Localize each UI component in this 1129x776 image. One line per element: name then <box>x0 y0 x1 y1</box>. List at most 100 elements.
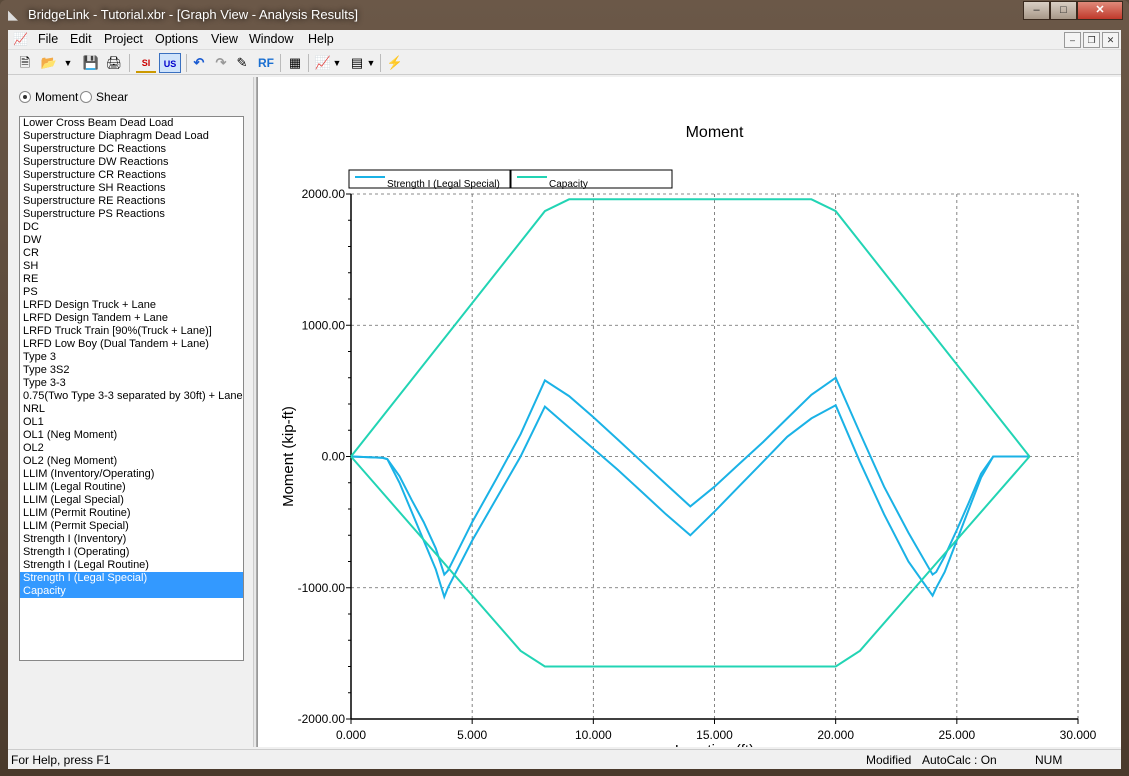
y-tick-label: 1000.00 <box>302 318 346 332</box>
mdi-close-button[interactable]: ✕ <box>1102 32 1119 48</box>
window-controls: – □ ✕ <box>1023 1 1123 20</box>
load-case-item[interactable]: Superstructure DW Reactions <box>23 156 169 168</box>
lightning-icon[interactable]: ⚡ <box>386 55 404 70</box>
load-case-item[interactable]: Superstructure DC Reactions <box>23 143 167 155</box>
save-icon[interactable]: 💾 <box>82 55 100 70</box>
menu-window[interactable]: Window <box>249 32 294 46</box>
load-case-item[interactable]: LLIM (Permit Special) <box>23 520 129 532</box>
series-line-0 <box>350 376 1030 577</box>
edit-brush-icon[interactable]: ✎ <box>236 55 248 70</box>
moment-radio[interactable]: Moment <box>19 90 78 104</box>
menu-file[interactable]: File <box>38 32 59 46</box>
maximize-button[interactable]: □ <box>1050 1 1077 20</box>
legend-label: Capacity <box>549 179 588 190</box>
x-tick-label: 30.000 <box>1060 728 1097 742</box>
menu-options[interactable]: Options <box>155 32 199 46</box>
mdi-restore-button[interactable]: ❐ <box>1083 32 1100 48</box>
x-tick-label: 0.000 <box>336 728 366 742</box>
y-tick-label: 2000.00 <box>302 187 346 201</box>
menu-help[interactable]: Help <box>308 32 334 46</box>
load-case-item[interactable]: LRFD Low Boy (Dual Tandem + Lane) <box>23 338 209 350</box>
load-case-item[interactable]: RE <box>23 273 39 285</box>
load-case-item[interactable]: Type 3 <box>23 351 57 363</box>
legend-label: Strength I (Legal Special) <box>387 179 500 190</box>
load-case-item[interactable]: Type 3S2 <box>23 364 70 376</box>
graph-icon[interactable]: 📈 <box>314 55 332 70</box>
bridge-icon[interactable]: ▦ <box>288 55 302 70</box>
load-case-item[interactable]: PS <box>23 286 38 298</box>
rating-factor-button[interactable]: RF <box>258 56 274 70</box>
mdi-minimize-button[interactable]: – <box>1064 32 1081 48</box>
title-bar[interactable]: ◣ BridgeLink - Tutorial.xbr - [Graph Vie… <box>0 0 1129 30</box>
si-units-button[interactable]: SI <box>136 53 156 73</box>
legend-box <box>348 169 511 189</box>
moment-radio-dot[interactable] <box>19 91 31 103</box>
y-tick-label: -1000.00 <box>298 581 346 595</box>
load-case-item[interactable]: LRFD Design Truck + Lane <box>23 299 156 311</box>
load-case-item[interactable]: LRFD Design Tandem + Lane <box>23 312 169 324</box>
splitter[interactable] <box>253 77 257 747</box>
shear-radio-dot[interactable] <box>80 91 92 103</box>
menu-project[interactable]: Project <box>104 32 143 46</box>
document-icon[interactable]: 📈 <box>13 32 28 46</box>
graph-dropdown-icon[interactable]: ▼ <box>332 58 342 68</box>
report-icon[interactable]: ▤ <box>350 55 364 70</box>
load-case-item[interactable]: Strength I (Legal Special) <box>20 572 243 585</box>
load-case-item[interactable]: Lower Cross Beam Dead Load <box>23 117 174 129</box>
load-case-item[interactable]: Strength I (Legal Routine) <box>23 559 149 571</box>
menu-bar: 📈 File Edit Project Options View Window … <box>8 30 1121 50</box>
load-case-item[interactable]: Superstructure Diaphragm Dead Load <box>23 130 209 142</box>
load-case-item[interactable]: OL2 (Neg Moment) <box>23 455 118 467</box>
load-case-item[interactable]: NRL <box>23 403 46 415</box>
load-case-item[interactable]: Capacity <box>20 585 243 598</box>
x-tick-label: 10.000 <box>575 728 612 742</box>
menu-view[interactable]: View <box>211 32 238 46</box>
report-dropdown-icon[interactable]: ▼ <box>366 58 376 68</box>
load-case-item[interactable]: LLIM (Legal Routine) <box>23 481 126 493</box>
open-folder-icon[interactable]: 📂 <box>40 55 58 70</box>
graph-view: Moment 0.000 5.000 10.000 15.000 20.000 25.000… <box>257 77 1121 759</box>
x-tick-label: 5.000 <box>457 728 487 742</box>
load-case-item[interactable]: SH <box>23 260 39 272</box>
app-icon: ◣ <box>8 7 18 22</box>
y-axis-label: Moment (kip-ft) <box>280 406 297 507</box>
load-case-item[interactable]: OL1 (Neg Moment) <box>23 429 118 441</box>
load-case-item[interactable]: 0.75(Two Type 3-3 separated by 30ft) + L… <box>23 390 243 402</box>
status-autocalc: AutoCalc : On <box>922 753 997 767</box>
load-case-item[interactable]: CR <box>23 247 39 259</box>
us-units-button[interactable]: US <box>159 53 181 73</box>
new-file-icon[interactable]: 🗎 <box>19 55 31 70</box>
undo-icon[interactable]: ↶ <box>193 55 205 70</box>
load-case-item[interactable]: LRFD Truck Train [90%(Truck + Lane)] <box>23 325 212 337</box>
series-line-2 <box>350 198 1031 458</box>
load-case-item[interactable]: DW <box>23 234 42 246</box>
load-case-item[interactable]: Superstructure SH Reactions <box>23 182 166 194</box>
load-case-item[interactable]: OL2 <box>23 442 44 454</box>
graph-controls-panel: Moment Shear Lower Cross Beam Dead Load S… <box>8 77 253 747</box>
load-case-item[interactable]: Type 3-3 <box>23 377 66 389</box>
load-case-list[interactable]: Lower Cross Beam Dead Load Superstructure… <box>19 116 244 661</box>
load-case-item[interactable]: LLIM (Inventory/Operating) <box>23 468 155 480</box>
load-case-item[interactable]: Superstructure PS Reactions <box>23 208 165 220</box>
status-num: NUM <box>1035 753 1063 767</box>
y-tick-label: 0.00 <box>322 450 346 464</box>
minimize-button[interactable]: – <box>1023 1 1050 20</box>
load-case-item[interactable]: Strength I (Inventory) <box>23 533 127 545</box>
load-case-item[interactable]: OL1 <box>23 416 44 428</box>
mdi-controls: – ❐ ✕ <box>1064 32 1119 48</box>
series-line-1 <box>350 403 1030 600</box>
load-case-item[interactable]: DC <box>23 221 39 233</box>
redo-icon[interactable]: ↷ <box>215 55 227 70</box>
shear-radio[interactable]: Shear <box>80 90 128 104</box>
menu-edit[interactable]: Edit <box>70 32 92 46</box>
x-tick-label: 20.000 <box>817 728 854 742</box>
open-dropdown-icon[interactable]: ▼ <box>63 58 73 68</box>
load-case-item[interactable]: LLIM (Permit Routine) <box>23 507 131 519</box>
load-case-item[interactable]: Superstructure CR Reactions <box>23 169 167 181</box>
print-icon[interactable]: 🖨 <box>105 55 123 70</box>
load-case-item[interactable]: Superstructure RE Reactions <box>23 195 166 207</box>
close-button[interactable]: ✕ <box>1077 1 1123 20</box>
load-case-item[interactable]: LLIM (Legal Special) <box>23 494 124 506</box>
load-case-item[interactable]: Strength I (Operating) <box>23 546 130 558</box>
